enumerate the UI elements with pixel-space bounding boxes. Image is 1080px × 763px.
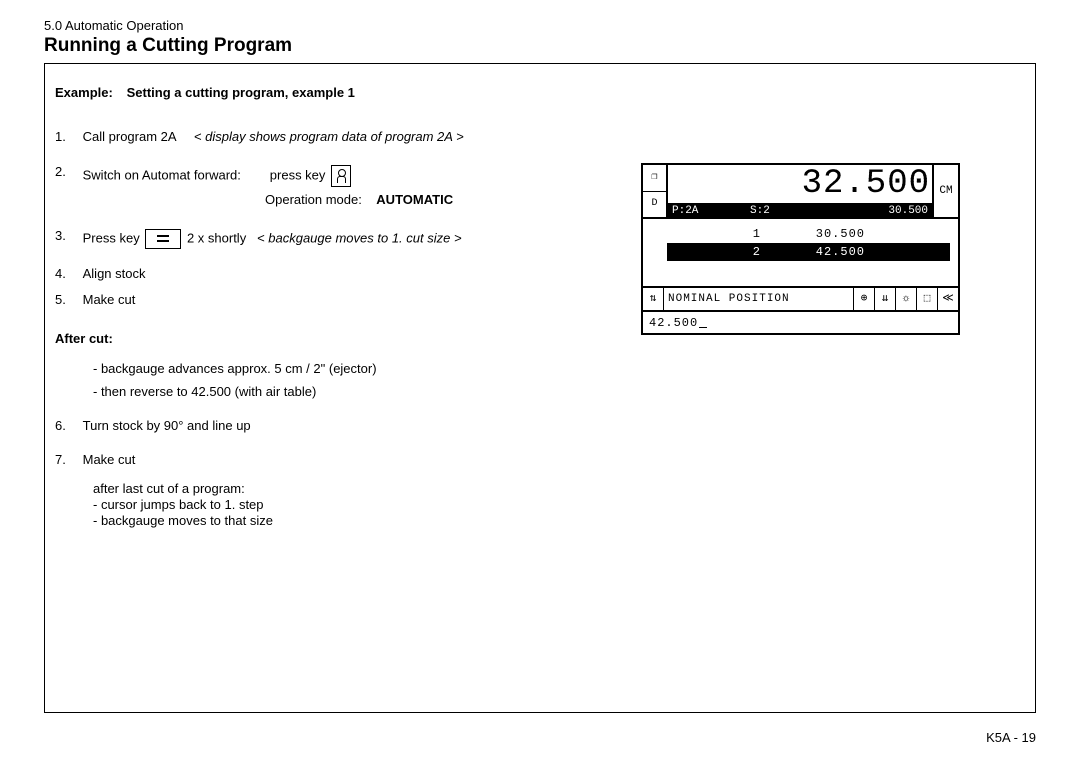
display-panel: ❐ D 32.500 P:2A S:2 30.500 CM [641, 163, 960, 335]
display-bottom-icon: ⬚ [916, 288, 937, 310]
display-row-selected: 2 42.500 [667, 243, 950, 261]
step-text: Turn stock by 90° and line up [83, 419, 251, 433]
step-text: Press key [83, 230, 140, 245]
display-step: S:2 [750, 205, 860, 217]
op-mode-value: AUTOMATIC [376, 192, 453, 207]
display-bottom-text: NOMINAL POSITION [664, 288, 853, 310]
step-note: < display shows program data of program … [194, 129, 464, 144]
step-num: 1. [55, 130, 79, 144]
display-row: 1 30.500 [643, 225, 958, 243]
display-unit: CM [932, 165, 958, 217]
after-cut-line: - then reverse to 42.500 (with air table… [93, 385, 575, 399]
display-bottom-icon: ⇊ [874, 288, 895, 310]
after-cut-line: - backgauge advances approx. 5 cm / 2" (… [93, 362, 575, 376]
step-num: 5. [55, 293, 79, 307]
display-top-icon: ❐ [643, 165, 666, 192]
step-num: 2. [55, 165, 79, 179]
op-mode-label: Operation mode: [265, 192, 362, 207]
step-num: 7. [55, 453, 79, 467]
display-main-value: 32.500 [802, 165, 932, 203]
section-label: 5.0 Automatic Operation [44, 18, 1036, 33]
display-bottom-icon: ⊕ [853, 288, 874, 310]
tail-line: - backgauge moves to that size [93, 514, 575, 528]
step-num: 3. [55, 229, 79, 243]
display-bottom-icon: ⇅ [643, 288, 664, 310]
example-label: Example: [55, 86, 123, 100]
press-key-text: press key [270, 168, 326, 183]
display-bottom-icon: ≪ [937, 288, 958, 310]
step-num: 4. [55, 267, 79, 281]
page-title: Running a Cutting Program [44, 35, 1036, 57]
row-value: 42.500 [775, 245, 865, 259]
cursor-icon [699, 317, 707, 328]
row-index: 1 [713, 227, 775, 241]
step-num: 6. [55, 419, 79, 433]
person-key-icon [331, 165, 351, 187]
display-input-value: 42.500 [649, 316, 698, 330]
display-program: P:2A [672, 205, 750, 217]
step-note: < backgauge moves to 1. cut size > [257, 230, 462, 245]
bars-key-icon [145, 229, 181, 249]
step-text: Align stock [83, 267, 146, 281]
step-text: Make cut [83, 453, 136, 467]
step-text: Call program 2A [83, 129, 176, 144]
page-number: K5A - 19 [986, 730, 1036, 745]
after-cut-heading: After cut: [55, 332, 575, 346]
step-text: Switch on Automat forward: [83, 168, 241, 183]
step-text: 2 x shortly [187, 230, 246, 245]
left-column: Example: Setting a cutting program, exam… [55, 86, 575, 527]
display-top-icon: D [643, 192, 666, 218]
row-index: 2 [713, 245, 775, 259]
content-box: Example: Setting a cutting program, exam… [44, 63, 1036, 713]
display-bottom-icon: ☼ [895, 288, 916, 310]
tail-line: - cursor jumps back to 1. step [93, 498, 575, 512]
display-sub-value: 30.500 [860, 205, 928, 217]
row-value: 30.500 [775, 227, 865, 241]
step-text: Make cut [83, 293, 136, 307]
example-text: Setting a cutting program, example 1 [127, 85, 355, 100]
tail-line: after last cut of a program: [93, 482, 575, 496]
